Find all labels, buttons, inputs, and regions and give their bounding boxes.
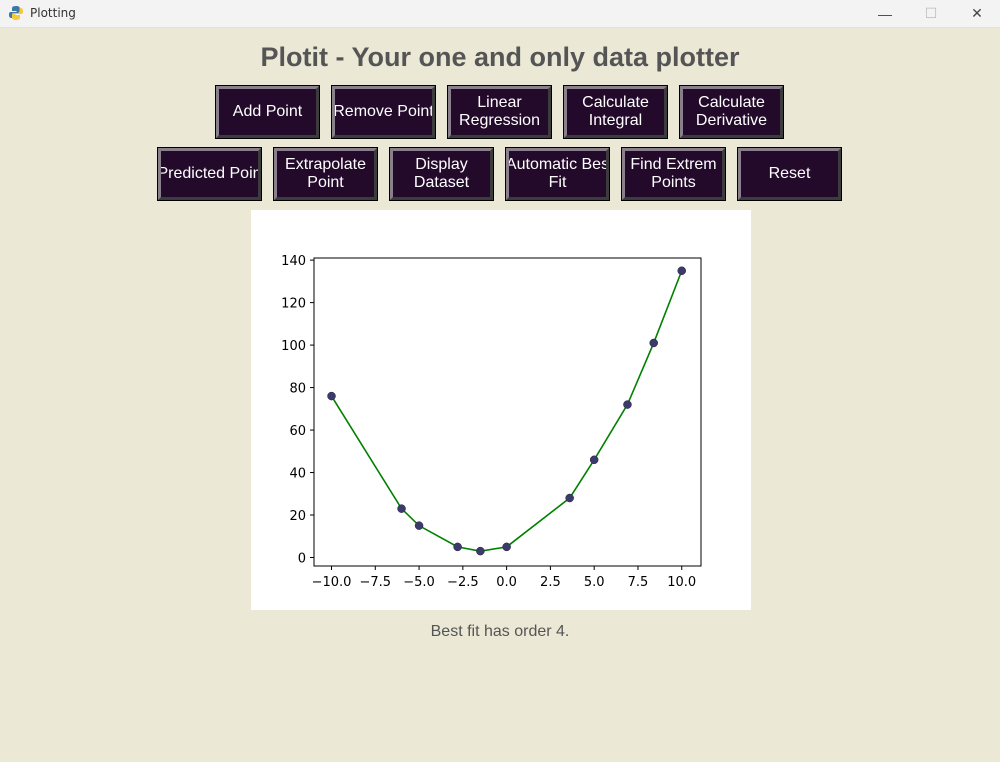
- data-point: [453, 542, 462, 552]
- y-tick-label: 60: [289, 424, 306, 439]
- display-dataset-button[interactable]: Display Dataset: [389, 147, 494, 201]
- y-tick-label: 0: [298, 552, 306, 567]
- button-label: Calculate: [582, 94, 649, 111]
- y-tick-label: 40: [289, 467, 306, 482]
- plot-figure: −10.0 −7.5 −5.0 −2.5 0.0 2.5 5.0 7.5 10.0 0 20 40 60…: [251, 210, 751, 610]
- y-tick-label: 140: [281, 254, 306, 269]
- calculate-derivative-button[interactable]: Calculate Derivative: [679, 85, 784, 139]
- y-tick-label: 120: [281, 297, 306, 312]
- x-tick-label: −10.0: [312, 575, 352, 590]
- add-point-button[interactable]: Add Point: [215, 85, 320, 139]
- button-label: Integral: [588, 112, 643, 129]
- x-tick-label: −2.5: [447, 575, 479, 590]
- button-label: Fit: [548, 174, 567, 191]
- x-tick-label: 5.0: [584, 575, 605, 590]
- calculate-integral-button[interactable]: Calculate Integral: [563, 85, 668, 139]
- data-point: [589, 455, 599, 465]
- status-message: Best fit has order 4.: [430, 623, 570, 640]
- y-tick-label: 80: [289, 382, 306, 397]
- button-label: Reset: [768, 165, 811, 182]
- python-app-icon: [9, 6, 23, 20]
- button-label: Point: [307, 174, 344, 191]
- extrapolate-point-button[interactable]: Extrapolate Point: [273, 147, 378, 201]
- close-button[interactable]: ✕: [954, 0, 1000, 27]
- button-label: Predicted Poin: [158, 165, 261, 182]
- data-point: [397, 504, 406, 513]
- button-label: Calculate: [698, 94, 765, 111]
- app-heading: Plotit - Your one and only data plotter: [260, 42, 740, 72]
- x-tick-label: 2.5: [540, 575, 561, 590]
- data-point: [476, 546, 485, 556]
- plot-axes-frame: [313, 257, 702, 567]
- button-label: Extrapolate: [285, 156, 366, 173]
- data-point: [677, 266, 686, 275]
- window-titlebar: Plotting — ☐ ✕: [0, 0, 1000, 28]
- reset-button[interactable]: Reset: [737, 147, 842, 201]
- x-tick-label: 0.0: [496, 575, 517, 590]
- window-title: Plotting: [30, 6, 76, 20]
- data-point: [327, 391, 336, 401]
- minimize-button[interactable]: —: [862, 0, 908, 27]
- x-tick-label: 10.0: [667, 575, 696, 590]
- data-point: [565, 493, 574, 503]
- x-tick-label: −7.5: [360, 575, 392, 590]
- plot-canvas: −10.0 −7.5 −5.0 −2.5 0.0 2.5 5.0 7.5 10.0 0 20 40 60…: [281, 254, 702, 590]
- button-label: Derivative: [695, 112, 768, 129]
- data-point: [502, 542, 511, 552]
- button-label: Remove Point: [333, 103, 434, 120]
- y-tick-label: 100: [281, 339, 306, 354]
- data-point: [649, 338, 658, 348]
- button-label: Points: [651, 174, 696, 191]
- find-extreme-points-button[interactable]: Find Extrem Points: [621, 147, 726, 201]
- data-point: [623, 400, 632, 409]
- minimize-icon: —: [878, 5, 892, 22]
- button-label: Find Extrem: [630, 156, 717, 173]
- maximize-icon: ☐: [924, 5, 938, 21]
- predicted-point-button[interactable]: Predicted Poin: [157, 147, 262, 201]
- data-point: [414, 521, 424, 530]
- button-label: Add Point: [232, 103, 303, 120]
- close-icon: ✕: [971, 5, 983, 21]
- maximize-button[interactable]: ☐: [908, 0, 954, 27]
- x-tick-label: 7.5: [628, 575, 649, 590]
- button-label: Linear: [477, 94, 522, 111]
- button-label: Dataset: [413, 174, 470, 191]
- remove-point-button[interactable]: Remove Point: [331, 85, 436, 139]
- button-label: Regression: [459, 112, 540, 129]
- button-label: Display: [415, 156, 468, 173]
- x-tick-label: −5.0: [403, 575, 435, 590]
- linear-regression-button[interactable]: Linear Regression: [447, 85, 552, 139]
- button-label: Automatic Bes: [506, 156, 609, 173]
- y-tick-label: 20: [289, 509, 306, 524]
- automatic-best-fit-button[interactable]: Automatic Bes Fit: [505, 147, 610, 201]
- app-content: Plotit - Your one and only data plotter …: [0, 28, 1000, 762]
